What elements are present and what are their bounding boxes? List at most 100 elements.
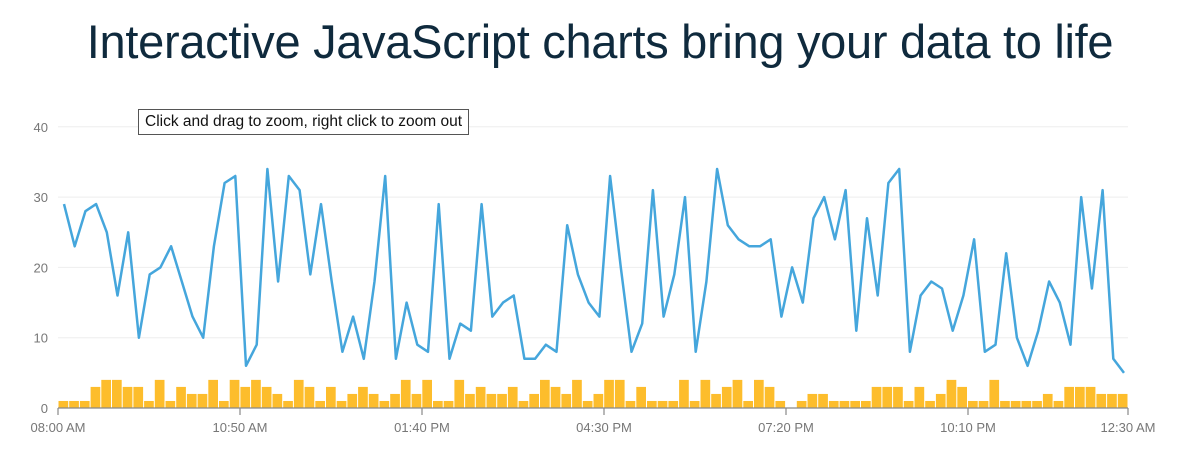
bar[interactable] [732,379,743,408]
bar[interactable] [561,393,572,408]
bar[interactable] [422,379,432,408]
bar[interactable] [1107,393,1117,408]
bar[interactable] [711,393,721,408]
bar[interactable] [208,379,218,408]
bar[interactable] [775,400,786,408]
bar[interactable] [861,400,871,408]
bar[interactable] [796,400,807,408]
bar[interactable] [379,400,390,408]
bar[interactable] [925,400,935,408]
bar[interactable] [283,400,293,408]
bar[interactable] [229,379,240,408]
bar[interactable] [475,386,486,408]
bar[interactable] [540,379,550,408]
bar[interactable] [122,386,133,408]
bar[interactable] [486,393,497,408]
bar[interactable] [893,386,903,408]
bar[interactable] [882,386,893,408]
bar[interactable] [679,379,689,408]
bar[interactable] [347,393,358,408]
bar[interactable] [112,379,122,408]
bar[interactable] [636,386,646,408]
bar[interactable] [176,386,186,408]
bar[interactable] [1010,400,1021,408]
bar[interactable] [1032,400,1042,408]
bar[interactable] [850,400,860,408]
bar[interactable] [497,393,507,408]
bar[interactable] [914,386,925,408]
bar[interactable] [625,400,636,408]
bar[interactable] [1053,400,1064,408]
bar[interactable] [657,400,668,408]
bar[interactable] [219,400,229,408]
bar[interactable] [572,379,582,408]
bar[interactable] [261,386,272,408]
bar[interactable] [79,400,90,408]
bar[interactable] [1117,393,1128,408]
bar[interactable] [1042,393,1053,408]
bar[interactable] [433,400,443,408]
bar[interactable] [668,400,679,408]
bar[interactable] [272,393,283,408]
bar[interactable] [251,379,261,408]
bar[interactable] [839,400,850,408]
bar[interactable] [454,379,465,408]
bar[interactable] [1085,386,1096,408]
bar[interactable] [700,379,711,408]
line-series[interactable] [62,167,1125,374]
bar[interactable] [58,400,69,408]
bar[interactable] [582,400,593,408]
bar[interactable] [903,400,914,408]
bar[interactable] [754,379,764,408]
bar[interactable] [828,400,839,408]
bar[interactable] [957,386,967,408]
bar[interactable] [69,400,79,408]
bar[interactable] [144,400,154,408]
bar[interactable] [978,400,989,408]
bar[interactable] [390,393,400,408]
bar[interactable] [743,400,753,408]
bar[interactable] [593,393,604,408]
bar[interactable] [1096,393,1107,408]
bar[interactable] [807,393,818,408]
bar[interactable] [186,393,197,408]
bar[interactable] [101,379,111,408]
bar[interactable] [818,393,828,408]
bar[interactable] [946,379,957,408]
bar[interactable] [336,400,347,408]
bar[interactable] [550,386,561,408]
bar[interactable] [165,400,176,408]
bar[interactable] [154,379,165,408]
bar[interactable] [443,400,454,408]
bar[interactable] [326,386,336,408]
bar[interactable] [1064,386,1074,408]
bar[interactable] [1075,386,1085,408]
bar[interactable] [465,393,475,408]
bar[interactable] [1000,400,1010,408]
bar[interactable] [647,400,657,408]
bar[interactable] [90,386,101,408]
bar[interactable] [529,393,539,408]
bar[interactable] [764,386,775,408]
bar[interactable] [293,379,304,408]
bar[interactable] [358,386,368,408]
bar[interactable] [304,386,315,408]
bar[interactable] [604,379,614,408]
bar[interactable] [400,379,411,408]
bar[interactable] [935,393,946,408]
bar[interactable] [871,386,882,408]
bar[interactable] [614,379,625,408]
bar[interactable] [518,400,529,408]
bar[interactable] [368,393,379,408]
bar[interactable] [507,386,518,408]
bar[interactable] [197,393,208,408]
bar[interactable] [1021,400,1032,408]
bar[interactable] [968,400,978,408]
bar[interactable] [240,386,251,408]
bar-series[interactable] [58,379,1128,408]
bar[interactable] [133,386,144,408]
bar[interactable] [411,393,422,408]
bar[interactable] [315,400,325,408]
bar[interactable] [721,386,732,408]
